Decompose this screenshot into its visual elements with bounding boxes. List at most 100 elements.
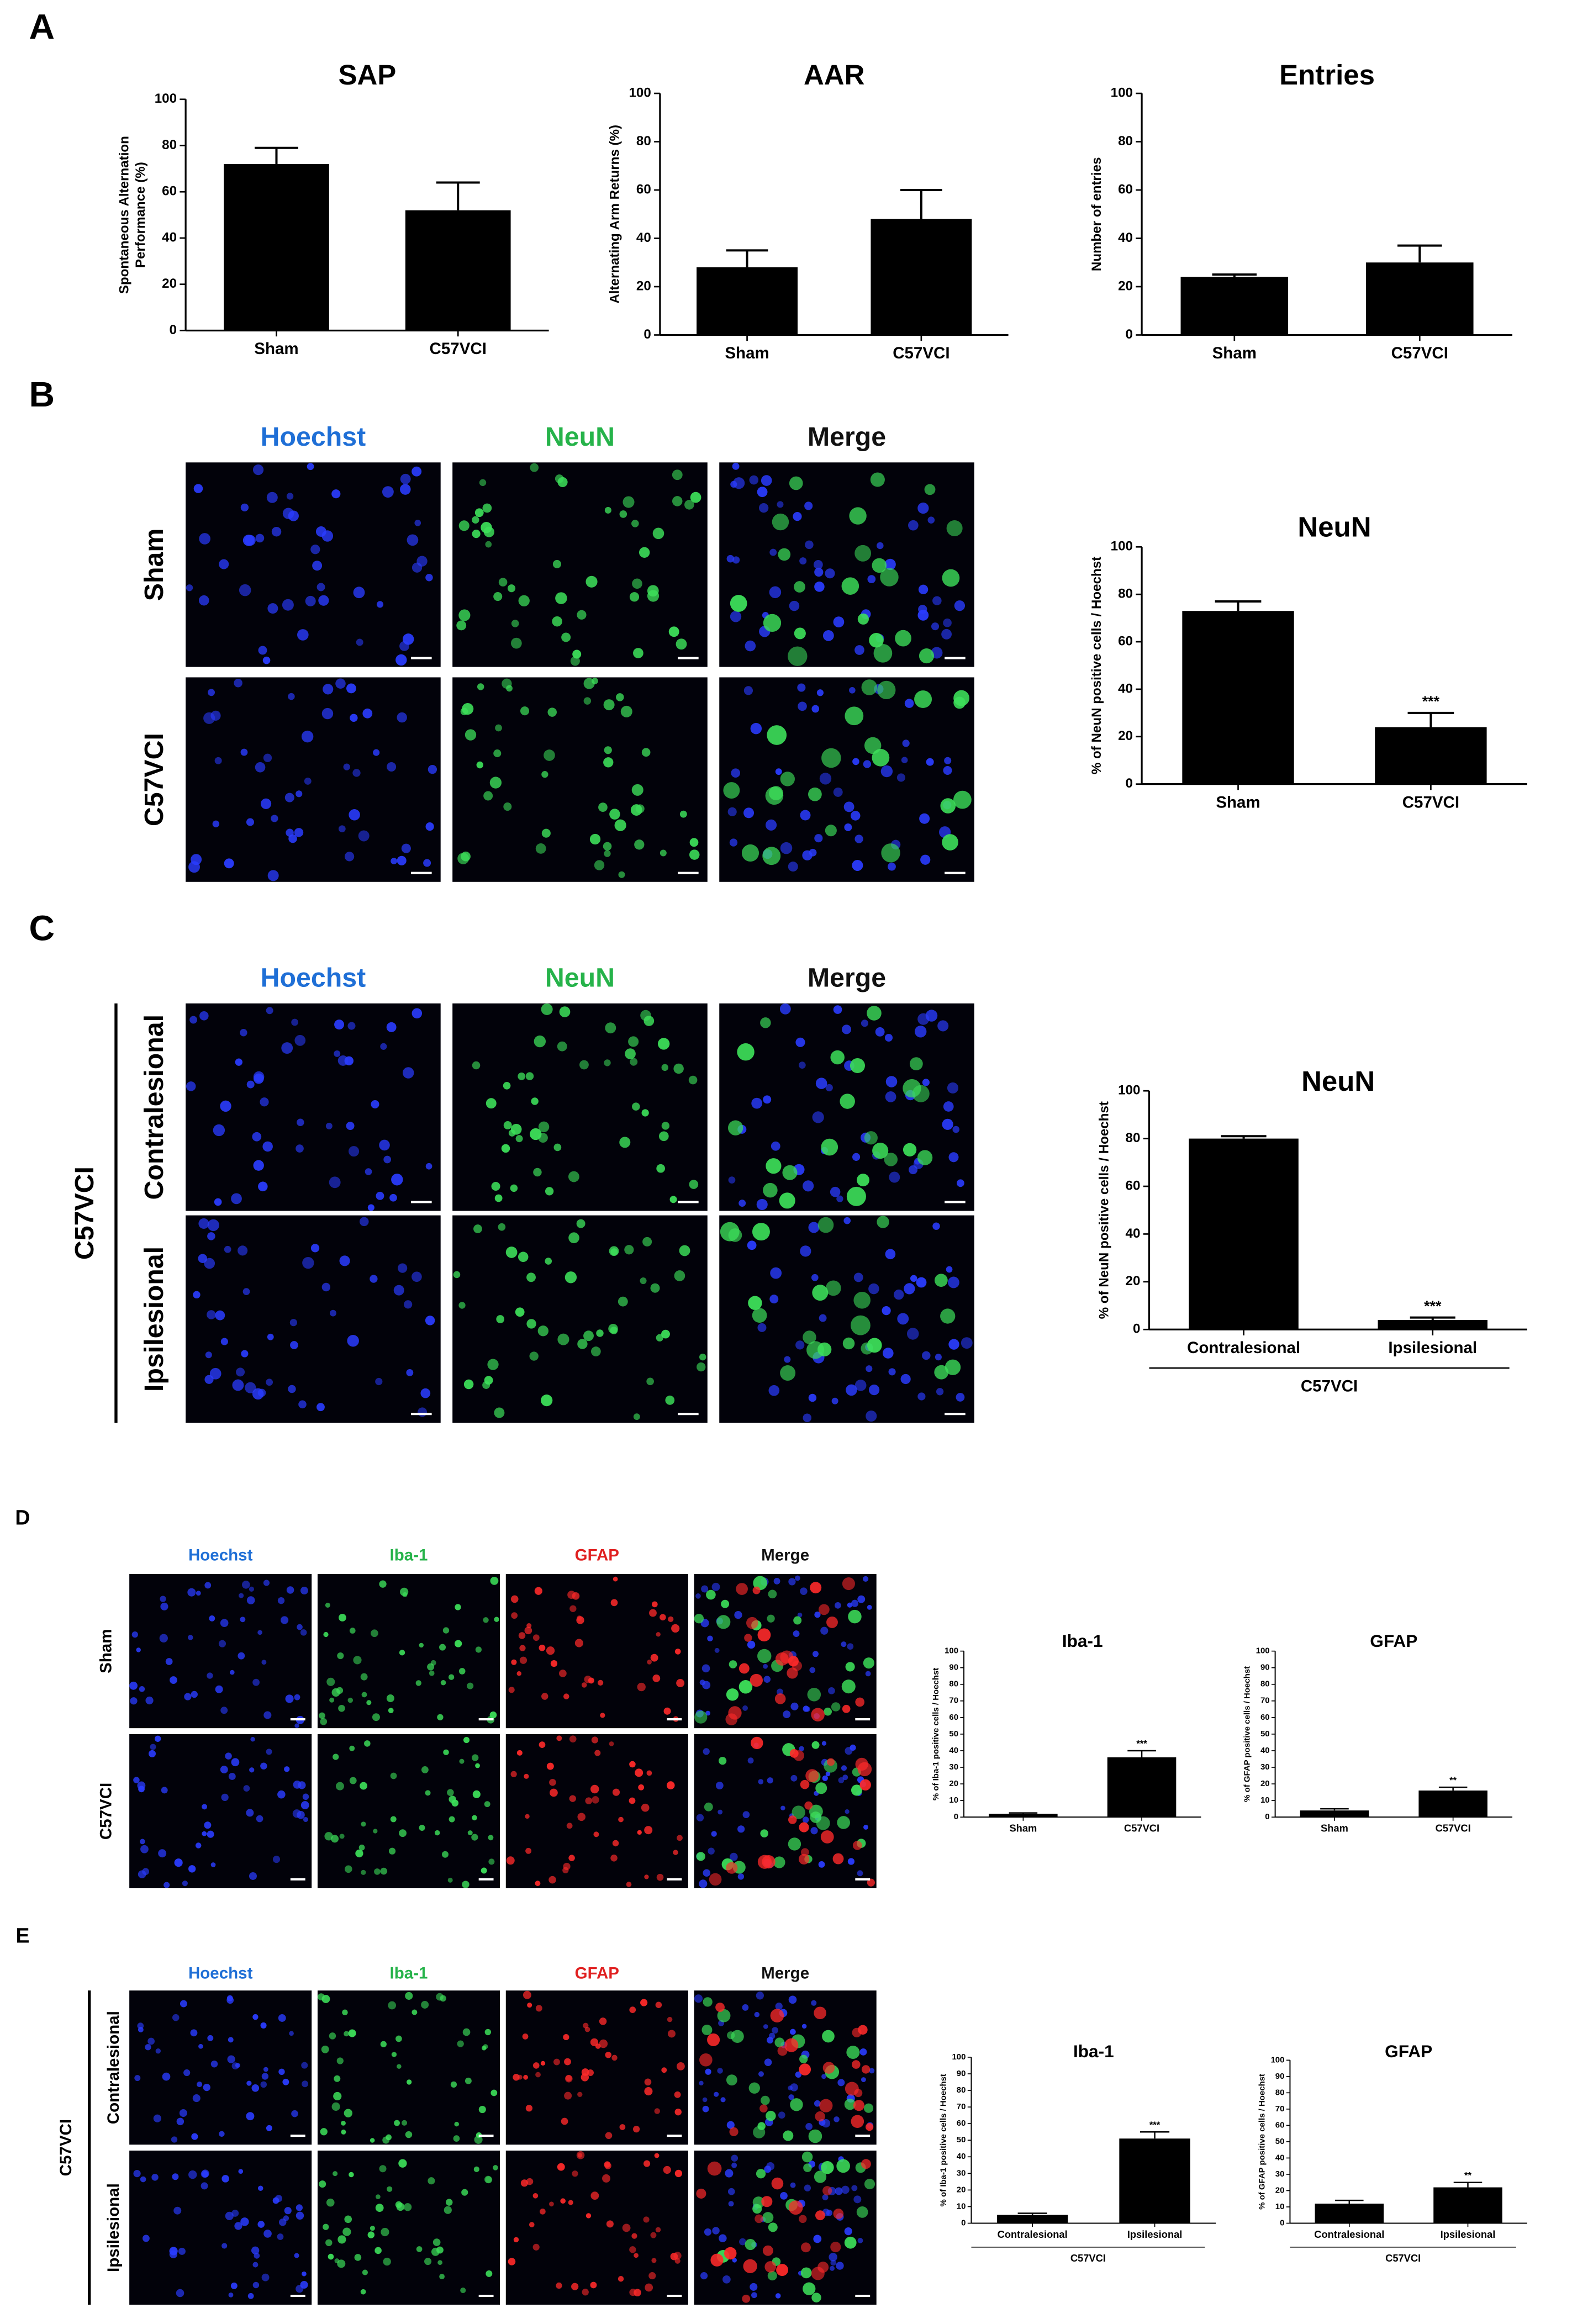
- cell-blob: [318, 595, 329, 606]
- cell-blob: [262, 656, 271, 664]
- cell-blob: [592, 1796, 599, 1804]
- cell-blob: [927, 516, 935, 524]
- cell-blob: [246, 1809, 254, 1817]
- cell-blob: [729, 838, 738, 847]
- cell-blob: [548, 2201, 554, 2207]
- cell-blob: [510, 637, 522, 649]
- cell-blob: [830, 1186, 841, 1197]
- cell-blob: [672, 469, 683, 480]
- cell-blob: [837, 1816, 850, 1829]
- x-tick-label: C57VCI: [430, 340, 487, 358]
- cell-blob: [437, 1714, 444, 1721]
- cell-blob: [702, 2097, 708, 2103]
- y-tick-label: 50: [1260, 1729, 1270, 1739]
- cell-blob: [694, 1614, 704, 1624]
- cell-blob: [533, 1168, 542, 1177]
- cell-blob: [386, 1022, 397, 1032]
- cell-blob: [574, 1639, 583, 1647]
- cell-blob: [853, 1291, 871, 1309]
- cell-blob: [249, 1872, 257, 1880]
- cell-blob: [710, 2253, 724, 2267]
- cell-blob: [853, 2100, 864, 2111]
- cell-blob: [235, 1058, 242, 1066]
- cell-blob: [226, 1996, 234, 2004]
- cell-blob: [742, 2294, 751, 2303]
- cell-blob: [841, 1765, 847, 1771]
- cell-blob: [593, 1831, 599, 1837]
- cell-blob: [767, 2271, 777, 2281]
- cell-blob: [356, 638, 363, 646]
- cell-blob: [757, 487, 768, 498]
- cell-blob: [803, 1413, 812, 1423]
- significance-label: ***: [1424, 1298, 1442, 1314]
- cell-blob: [581, 1682, 587, 1688]
- cell-blob: [360, 1673, 368, 1681]
- cell-blob: [822, 2062, 835, 2074]
- cell-blob: [644, 2078, 652, 2086]
- cell-blob: [294, 1723, 299, 1728]
- cell-blob: [812, 1651, 819, 1657]
- cell-blob: [207, 1219, 219, 1232]
- cell-blob: [831, 1702, 841, 1712]
- cell-blob: [800, 1587, 808, 1595]
- cell-blob: [822, 2030, 835, 2043]
- cell-blob: [754, 2011, 760, 2017]
- cell-blob: [757, 1628, 771, 1642]
- panel-label: C: [29, 908, 55, 948]
- cell-blob: [956, 1393, 965, 1402]
- cell-blob: [296, 1144, 304, 1153]
- cell-blob: [851, 1784, 863, 1796]
- column-header: Merge: [761, 1546, 809, 1565]
- panel-label: E: [15, 1924, 29, 1947]
- cell-blob: [714, 1647, 720, 1653]
- cell-blob: [725, 2169, 734, 2178]
- cell-blob: [715, 2003, 725, 2012]
- cell-blob: [624, 1245, 634, 1255]
- cell-blob: [297, 1118, 304, 1127]
- cell-blob: [328, 2253, 334, 2260]
- cell-blob: [331, 489, 341, 499]
- cell-blob: [585, 2213, 592, 2219]
- cell-blob: [793, 512, 802, 521]
- cell-blob: [631, 520, 639, 527]
- y-tick-label: 100: [1256, 1646, 1270, 1656]
- cell-blob: [300, 2281, 308, 2289]
- cell-blob: [804, 501, 813, 510]
- cell-blob: [471, 1834, 478, 1841]
- cell-blob: [609, 809, 620, 820]
- cell-blob: [842, 1704, 851, 1713]
- cell-blob: [228, 2292, 234, 2297]
- cell-blob: [642, 1237, 652, 1246]
- cell-blob: [224, 1245, 231, 1253]
- cell-blob: [473, 2166, 479, 2172]
- cell-blob: [147, 2037, 155, 2045]
- x-tick-label: Sham: [254, 340, 298, 358]
- cell-blob: [790, 1702, 799, 1710]
- cell-blob: [867, 575, 876, 584]
- cell-blob: [225, 1752, 232, 1760]
- cell-blob: [877, 542, 884, 550]
- cell-blob: [282, 599, 294, 611]
- cell-blob: [724, 2247, 737, 2260]
- cell-blob: [677, 1835, 683, 1841]
- cell-blob: [788, 646, 808, 666]
- cell-blob: [872, 749, 890, 767]
- cell-blob: [267, 1333, 274, 1340]
- cell-blob: [606, 2220, 614, 2228]
- cell-blob: [317, 1993, 325, 2001]
- cell-blob: [257, 2221, 265, 2228]
- cell-blob: [172, 2014, 180, 2021]
- cell-blob: [741, 844, 759, 862]
- cell-blob: [505, 1246, 518, 1258]
- y-tick-label: 10: [1275, 2202, 1285, 2211]
- cell-blob: [347, 1335, 359, 1347]
- cell-blob: [131, 1631, 138, 1638]
- cell-blob: [515, 1307, 525, 1317]
- cell-blob: [547, 707, 557, 717]
- cell-blob: [867, 1338, 882, 1353]
- cell-blob: [618, 1816, 624, 1823]
- cell-blob: [522, 2034, 529, 2040]
- cell-blob: [358, 830, 370, 842]
- cell-blob: [338, 825, 346, 833]
- cell-blob: [479, 479, 487, 487]
